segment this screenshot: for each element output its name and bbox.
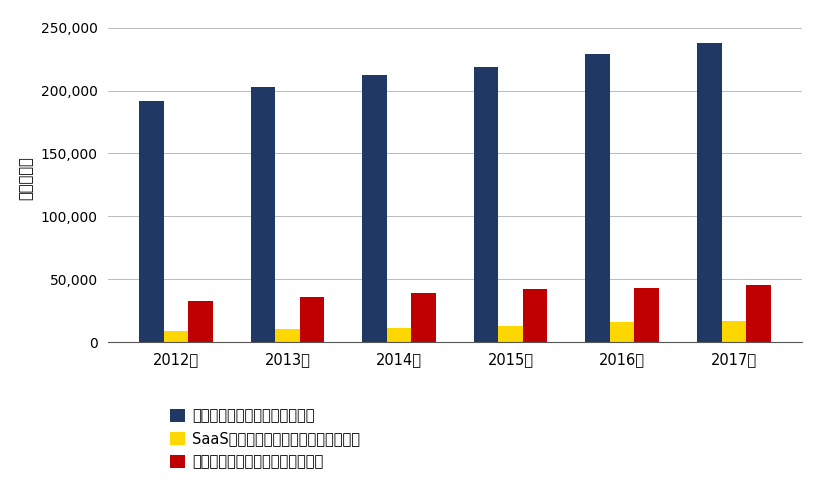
Bar [634, 288, 659, 342]
Bar [523, 289, 547, 342]
Bar [362, 75, 387, 342]
Bar [411, 293, 436, 342]
Bar [251, 87, 275, 342]
Bar [164, 331, 189, 342]
Bar [275, 329, 299, 342]
Bar [610, 322, 634, 342]
Bar [746, 286, 771, 342]
Bar [189, 300, 213, 342]
Bar [474, 67, 499, 342]
Bar [586, 54, 610, 342]
Bar [139, 101, 164, 342]
Bar [499, 326, 523, 342]
Bar [299, 297, 324, 342]
Legend: セキュリティソフトウェア市場, SaaS型セキュリティソフトウェア市場, セキュリティアプライアンス市場: セキュリティソフトウェア市場, SaaS型セキュリティソフトウェア市場, セキュ… [170, 408, 361, 469]
Y-axis label: （百万円）: （百万円） [19, 157, 34, 200]
Bar [387, 328, 411, 342]
Bar [721, 321, 746, 342]
Bar [697, 43, 721, 342]
